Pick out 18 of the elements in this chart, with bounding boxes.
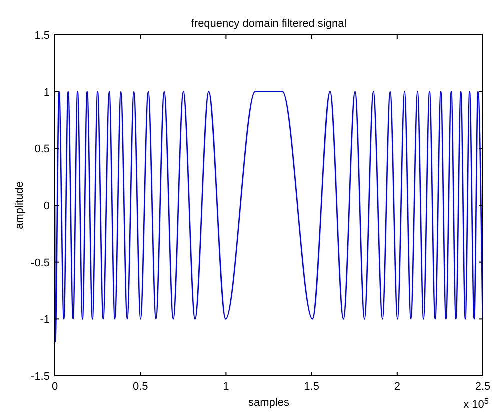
x-tick-label: 1.5	[304, 381, 320, 393]
chart-title: frequency domain filtered signal	[191, 18, 347, 30]
y-tick-label: 0	[44, 200, 50, 212]
y-tick-label: 1.5	[34, 30, 50, 42]
x-tick-label: 2.5	[475, 381, 491, 393]
line-series	[55, 91, 483, 343]
y-tick-label: -1	[40, 314, 50, 326]
y-tick-label: -1.5	[31, 371, 50, 383]
x-tick-label: 2	[394, 381, 400, 393]
text: x 10$^{5}$	[464, 396, 490, 411]
x-tick-label: 0.5	[132, 381, 148, 393]
x-axis-title: samples	[248, 397, 290, 409]
y-tick-label: 0.5	[34, 144, 50, 156]
y-axis-title: amplitude	[14, 182, 26, 230]
x-tick-label: 0	[52, 381, 58, 393]
x-tick-label: 1	[223, 381, 230, 393]
y-tick-label: 1	[44, 86, 50, 99]
y-tick-label: -0.5	[31, 257, 50, 270]
